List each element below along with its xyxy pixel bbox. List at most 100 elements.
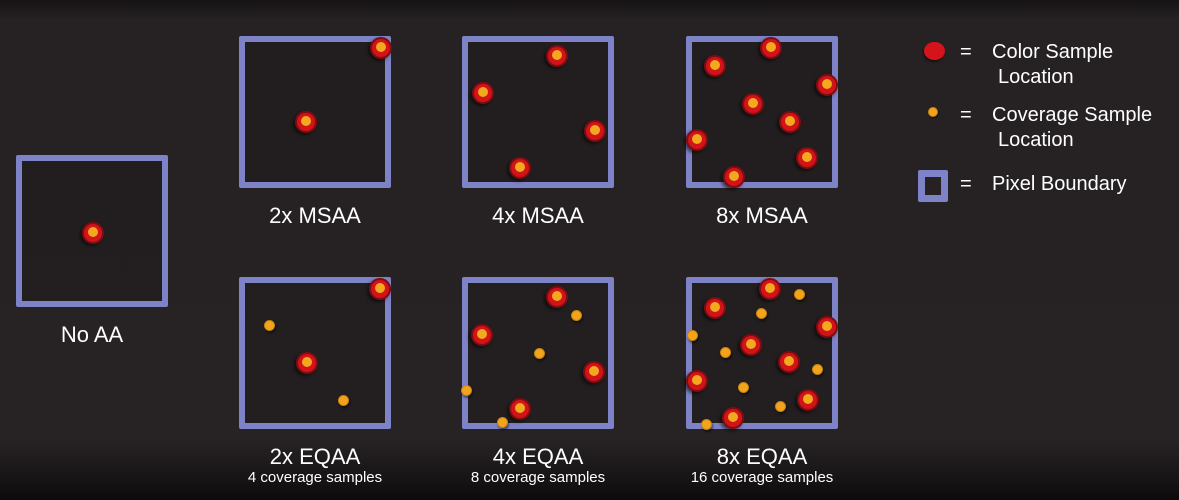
legend: = Color Sample Location = Coverage Sampl… [905, 0, 1179, 260]
color-sample-core-icon [748, 98, 758, 109]
color-sample-core-icon [692, 134, 702, 145]
panel-label: 2x EQAA [269, 444, 361, 469]
color-sample-dot-icon [816, 316, 838, 338]
color-sample-dot-icon [583, 361, 605, 383]
color-sample-dot-icon [584, 120, 606, 142]
legend-label-color-sample: Color Sample Location [992, 40, 1113, 90]
pixel-boundary-icon [918, 170, 948, 202]
color-sample-core-icon [515, 162, 525, 173]
legend-label-line: Coverage Sample [992, 104, 1153, 126]
legend-label-coverage-sample: Coverage Sample Location [992, 103, 1152, 153]
color-sample-core-icon [728, 412, 738, 423]
legend-label-line: Location [998, 129, 1074, 151]
color-sample-core-icon [822, 79, 832, 90]
coverage-sample-dot-icon [774, 400, 786, 412]
color-sample-dot-icon [742, 93, 764, 115]
legend-label-line: Location [998, 66, 1074, 88]
panel-label: No AA [60, 322, 124, 347]
color-sample-dot-icon [369, 278, 391, 300]
color-sample-dot-icon [796, 147, 818, 169]
color-sample-core-icon [477, 329, 487, 340]
color-sample-dot-icon [509, 398, 531, 420]
color-sample-core-icon [802, 152, 812, 163]
color-sample-core-icon [729, 171, 739, 182]
coverage-sample-dot-icon [337, 394, 349, 406]
panel-sublabel: 8 coverage samples [470, 469, 606, 486]
color-sample-core-icon [692, 375, 702, 386]
color-sample-dot-icon [546, 286, 568, 308]
legend-equals: = [960, 173, 972, 195]
color-sample-dot-icon [704, 55, 726, 77]
color-sample-core-icon [301, 116, 311, 127]
coverage-sample-dot-icon [533, 347, 545, 359]
coverage-sample-dot-icon [263, 319, 275, 331]
legend-equals: = [960, 41, 972, 63]
color-sample-dot-icon [296, 352, 318, 374]
color-sample-core-icon [302, 357, 312, 368]
legend-label-line: Pixel Boundary [992, 173, 1127, 195]
color-sample-core-icon [375, 283, 385, 294]
color-sample-dot-icon [295, 111, 317, 133]
color-sample-dot-icon [779, 111, 801, 133]
color-sample-dot-icon [759, 278, 781, 300]
color-sample-dot-icon [778, 351, 800, 373]
legend-label-pixel-boundary: Pixel Boundary [992, 172, 1127, 197]
color-sample-core-icon [766, 42, 776, 53]
coverage-sample-dot-icon [811, 363, 823, 375]
coverage-sample-dot-icon [719, 346, 731, 358]
pixel-boundary-box [462, 36, 614, 188]
color-sample-dot-icon [924, 42, 945, 60]
color-sample-dot-icon [546, 45, 568, 67]
coverage-sample-dot-icon [928, 107, 938, 117]
color-sample-dot-icon [704, 297, 726, 319]
color-sample-dot-icon [760, 37, 782, 59]
panel-label: 2x MSAA [269, 203, 361, 228]
color-sample-core-icon [784, 356, 794, 367]
color-sample-core-icon [710, 302, 720, 313]
coverage-sample-dot-icon [460, 384, 472, 396]
pixel-boundary-box [16, 155, 168, 307]
color-sample-core-icon [88, 227, 98, 238]
color-sample-core-icon [746, 339, 756, 350]
panel-label: 8x EQAA [716, 444, 808, 469]
color-sample-core-icon [765, 283, 775, 294]
color-sample-dot-icon [686, 370, 708, 392]
color-sample-dot-icon [686, 129, 708, 151]
panel-label: 8x MSAA [716, 203, 808, 228]
color-sample-core-icon [785, 116, 795, 127]
color-sample-core-icon [710, 60, 720, 71]
coverage-sample-dot-icon [737, 381, 749, 393]
pixel-boundary-box [462, 277, 614, 429]
panel-sublabel: 16 coverage samples [690, 469, 834, 486]
color-sample-core-icon [478, 87, 488, 98]
coverage-sample-dot-icon [686, 329, 698, 341]
color-sample-dot-icon [370, 37, 392, 59]
color-sample-dot-icon [509, 157, 531, 179]
coverage-sample-dot-icon [570, 309, 582, 321]
panel-sublabel: 4 coverage samples [247, 469, 383, 486]
color-sample-core-icon [589, 366, 599, 377]
color-sample-core-icon [376, 42, 386, 53]
color-sample-core-icon [552, 291, 562, 302]
coverage-sample-dot-icon [755, 307, 767, 319]
panel-label: 4x MSAA [492, 203, 584, 228]
color-sample-dot-icon [723, 166, 745, 188]
color-sample-dot-icon [740, 334, 762, 356]
pixel-boundary-box [239, 36, 391, 188]
pixel-boundary-box [239, 277, 391, 429]
color-sample-core-icon [822, 321, 832, 332]
color-sample-dot-icon [82, 222, 104, 244]
color-sample-core-icon [515, 403, 525, 414]
color-sample-dot-icon [722, 407, 744, 429]
color-sample-dot-icon [471, 324, 493, 346]
legend-label-line: Color Sample [992, 41, 1114, 63]
color-sample-core-icon [590, 125, 600, 136]
color-sample-dot-icon [797, 389, 819, 411]
coverage-sample-dot-icon [496, 416, 508, 428]
panel-label: 4x EQAA [492, 444, 584, 469]
color-sample-dot-icon [472, 82, 494, 104]
color-sample-core-icon [803, 394, 813, 405]
coverage-sample-dot-icon [793, 288, 805, 300]
color-sample-core-icon [552, 50, 562, 61]
